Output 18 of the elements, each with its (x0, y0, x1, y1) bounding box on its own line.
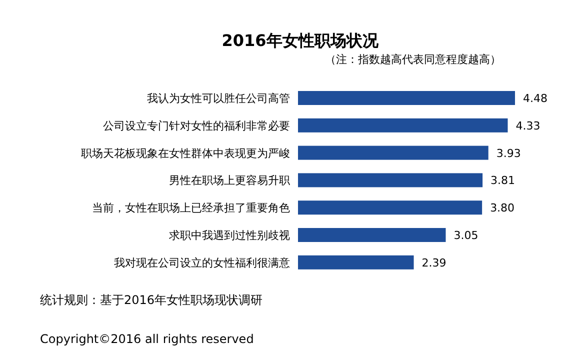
data-label: 3.93 (496, 146, 521, 160)
data-label: 4.48 (523, 92, 548, 105)
data-label: 4.33 (516, 119, 540, 132)
category: 我对现在公司设立的女性福利很满意 (114, 256, 290, 270)
data-label: 3.05 (454, 229, 478, 242)
data-label: 3.81 (490, 174, 516, 188)
data-label: 3.80 (490, 202, 515, 215)
title: 2016年女性职场状况 (222, 31, 378, 50)
category: 我认为女性可以胜任公司高管 (147, 92, 290, 105)
annotation: Copyright©2016 all rights reserved (40, 332, 254, 346)
category: 求职中我遇到过性别歧视 (169, 229, 290, 242)
category: 男性在职场上更容易升职 (169, 174, 290, 188)
subtitle: （注：指数越高代表同意程度越高） (325, 53, 501, 66)
data-label: 2.39 (422, 256, 446, 270)
category: 职场天花板现象在女性群体中表现更为严峻 (81, 146, 290, 160)
category: 当前，女性在职场上已经承担了重要角色 (92, 202, 290, 215)
annotation: 统计规则：基于2016年女性职场现状调研 (40, 293, 263, 307)
category: 公司设立专门针对女性的福利非常必要 (103, 119, 290, 132)
